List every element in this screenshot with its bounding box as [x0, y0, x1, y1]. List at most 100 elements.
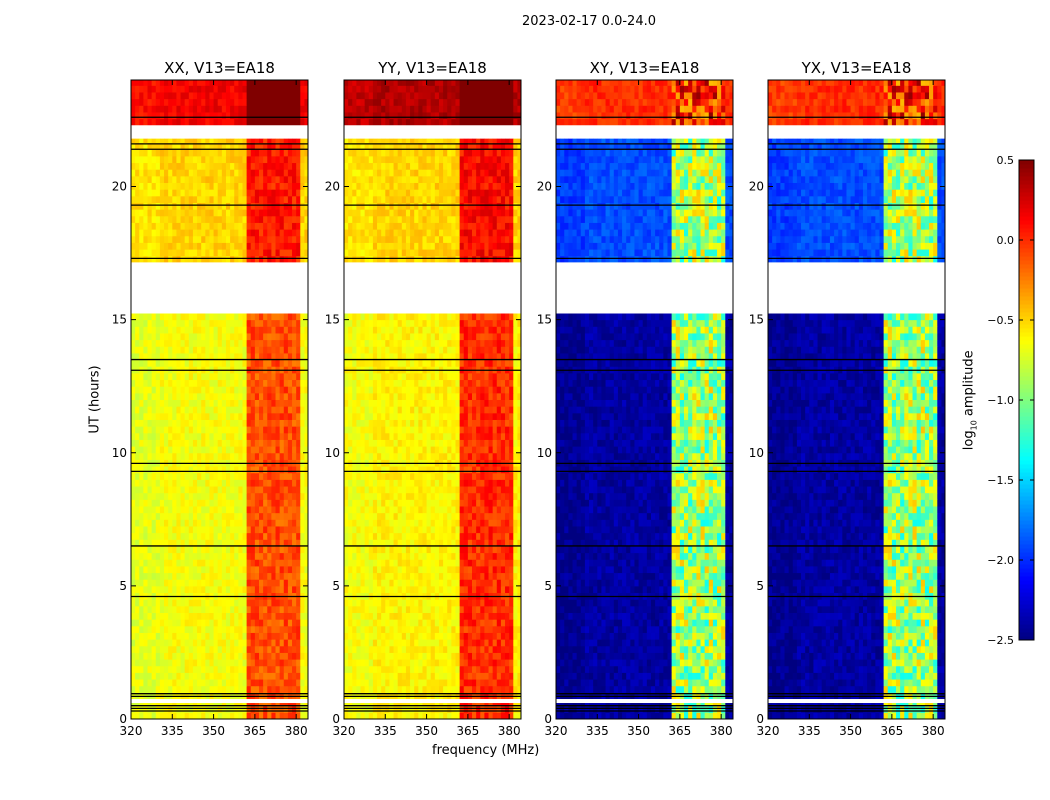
heatmap-cell — [254, 585, 260, 594]
heatmap-cell — [131, 552, 136, 560]
heatmap-cell — [213, 149, 219, 157]
heatmap-cell — [480, 85, 485, 93]
heatmap-cell — [151, 379, 157, 387]
heatmap-cell — [385, 215, 390, 223]
heatmap-cell — [155, 525, 161, 534]
heatmap-cell — [296, 359, 301, 367]
heatmap-cell — [197, 142, 202, 150]
heatmap-cell — [234, 665, 239, 673]
heatmap-cell — [254, 446, 260, 454]
heatmap-cell — [296, 685, 301, 693]
heatmap-cell — [455, 175, 461, 184]
heatmap-cell — [389, 215, 395, 223]
heatmap-cell — [275, 255, 281, 263]
heatmap-cell — [176, 222, 182, 230]
heatmap-cell — [184, 632, 190, 640]
heatmap-cell — [275, 399, 281, 407]
heatmap-cell — [410, 155, 415, 164]
heatmap-cell — [517, 149, 522, 157]
heatmap-cell — [463, 85, 469, 93]
heatmap-cell — [197, 625, 202, 633]
heatmap-cell — [213, 559, 219, 567]
heatmap-cell — [381, 705, 386, 713]
heatmap-cell — [209, 532, 215, 540]
heatmap-cell — [263, 249, 268, 257]
heatmap-cell — [352, 85, 357, 93]
heatmap-cell — [176, 499, 182, 507]
heatmap-cell — [368, 229, 374, 237]
heatmap-cell — [472, 149, 477, 157]
heatmap-cell — [451, 138, 456, 144]
heatmap-cell — [426, 118, 432, 126]
heatmap-cell — [263, 202, 268, 210]
heatmap-cell — [188, 452, 194, 460]
heatmap-cell — [234, 202, 239, 210]
heatmap-cell — [438, 202, 444, 210]
heatmap-cell — [139, 665, 144, 673]
heatmap-cell — [263, 215, 268, 223]
heatmap-cell — [300, 585, 305, 594]
heatmap-cell — [250, 339, 256, 347]
heatmap-cell — [131, 155, 136, 164]
heatmap-cell — [287, 319, 293, 327]
heatmap-cell — [197, 399, 202, 407]
heatmap-cell — [197, 439, 202, 447]
heatmap-cell — [368, 85, 374, 93]
heatmap-cell — [254, 406, 260, 414]
heatmap-cell — [287, 605, 293, 613]
heatmap-cell — [197, 209, 202, 217]
heatmap-cell — [176, 249, 182, 257]
heatmap-cell — [209, 91, 215, 100]
heatmap-cell — [188, 372, 194, 381]
heatmap-cell — [401, 209, 407, 217]
heatmap-cell — [287, 625, 293, 633]
heatmap-cell — [418, 142, 423, 150]
heatmap-cell — [180, 412, 186, 420]
heatmap-cell — [192, 255, 198, 263]
heatmap-cell — [184, 672, 190, 680]
heatmap-cell — [393, 235, 399, 243]
heatmap-cell — [438, 229, 444, 237]
heatmap-cell — [385, 189, 390, 197]
heatmap-cell — [459, 142, 465, 150]
heatmap-cell — [139, 175, 144, 184]
heatmap-cell — [164, 619, 169, 627]
heatmap-cell — [300, 426, 305, 434]
heatmap-cell — [279, 195, 285, 203]
heatmap-cell — [201, 169, 206, 177]
heatmap-cell — [242, 452, 248, 460]
heatmap-cell — [168, 255, 173, 263]
heatmap-cell — [205, 506, 210, 514]
heatmap-cell — [234, 412, 239, 420]
heatmap-cell — [263, 386, 268, 394]
heatmap-cell — [242, 195, 248, 203]
heatmap-cell — [139, 486, 144, 494]
heatmap-cell — [205, 632, 210, 640]
heatmap-cell — [492, 118, 498, 126]
heatmap-cell — [505, 175, 510, 184]
heatmap-cell — [279, 532, 285, 540]
heatmap-cell — [500, 111, 506, 120]
heatmap-cell — [209, 565, 215, 574]
heatmap-cell — [385, 149, 390, 157]
heatmap-cell — [151, 85, 157, 93]
heatmap-cell — [213, 85, 219, 93]
heatmap-cell — [360, 189, 366, 197]
heatmap-cell — [225, 339, 231, 347]
heatmap-cell — [352, 155, 357, 164]
heatmap-cell — [467, 155, 473, 164]
heatmap-cell — [296, 332, 301, 341]
heatmap-cell — [143, 512, 149, 520]
heatmap-cell — [426, 175, 432, 184]
heatmap-cell — [381, 229, 386, 237]
heatmap-cell — [135, 479, 140, 487]
heatmap-cell — [275, 249, 281, 257]
heatmap-cell — [287, 645, 293, 653]
heatmap-cell — [147, 169, 153, 177]
heatmap-cell — [414, 242, 419, 250]
heatmap-cell — [192, 685, 198, 693]
heatmap-cell — [271, 399, 277, 407]
heatmap-cell — [135, 452, 140, 460]
heatmap-cell — [451, 249, 456, 257]
heatmap-cell — [304, 552, 309, 560]
